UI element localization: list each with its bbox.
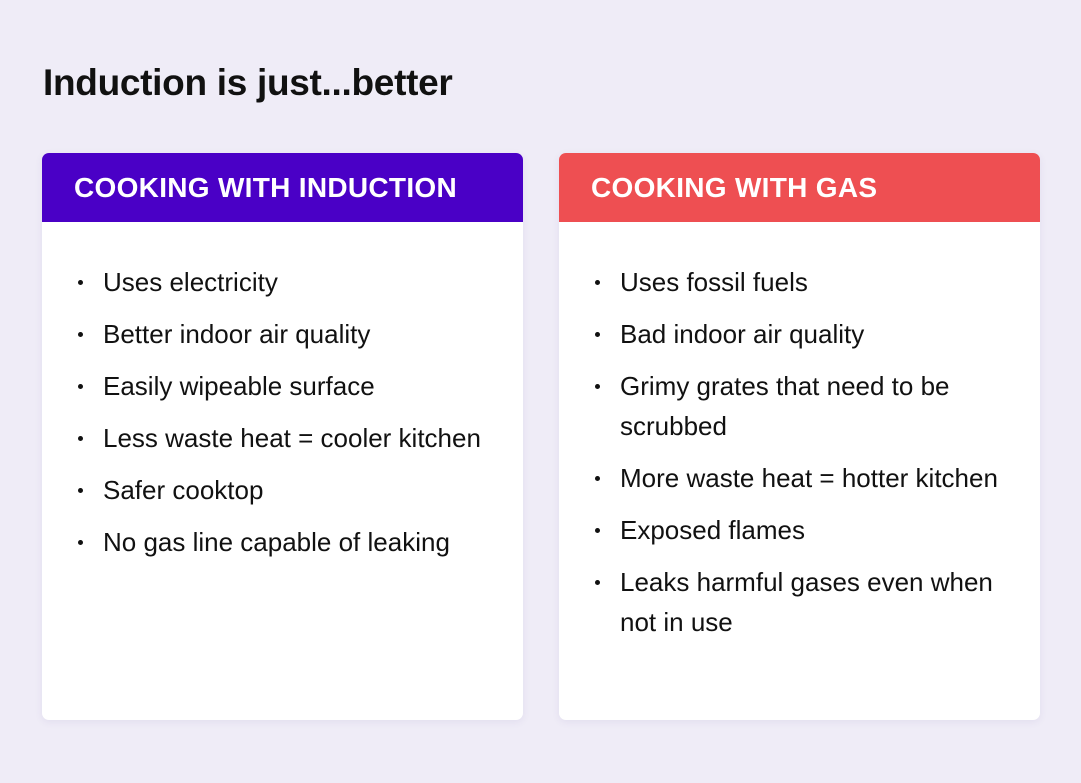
- gas-card-heading: COOKING WITH GAS: [559, 153, 1040, 222]
- list-item: Uses fossil fuels: [595, 262, 1000, 302]
- list-item: Less waste heat = cooler kitchen: [78, 418, 483, 458]
- induction-list: Uses electricity Better indoor air quali…: [42, 222, 523, 562]
- list-item: Bad indoor air quality: [595, 314, 1000, 354]
- list-item: Grimy grates that need to be scrubbed: [595, 366, 1000, 446]
- induction-card: COOKING WITH INDUCTION Uses electricity …: [42, 153, 523, 720]
- list-item: No gas line capable of leaking: [78, 522, 483, 562]
- gas-card: COOKING WITH GAS Uses fossil fuels Bad i…: [559, 153, 1040, 720]
- list-item: Better indoor air quality: [78, 314, 483, 354]
- list-item: More waste heat = hotter kitchen: [595, 458, 1000, 498]
- list-item: Uses electricity: [78, 262, 483, 302]
- list-item: Leaks harmful gases even when not in use: [595, 562, 1000, 642]
- induction-card-heading: COOKING WITH INDUCTION: [42, 153, 523, 222]
- list-item: Safer cooktop: [78, 470, 483, 510]
- page-title: Induction is just...better: [43, 62, 453, 103]
- list-item: Exposed flames: [595, 510, 1000, 550]
- list-item: Easily wipeable surface: [78, 366, 483, 406]
- gas-list: Uses fossil fuels Bad indoor air quality…: [559, 222, 1040, 642]
